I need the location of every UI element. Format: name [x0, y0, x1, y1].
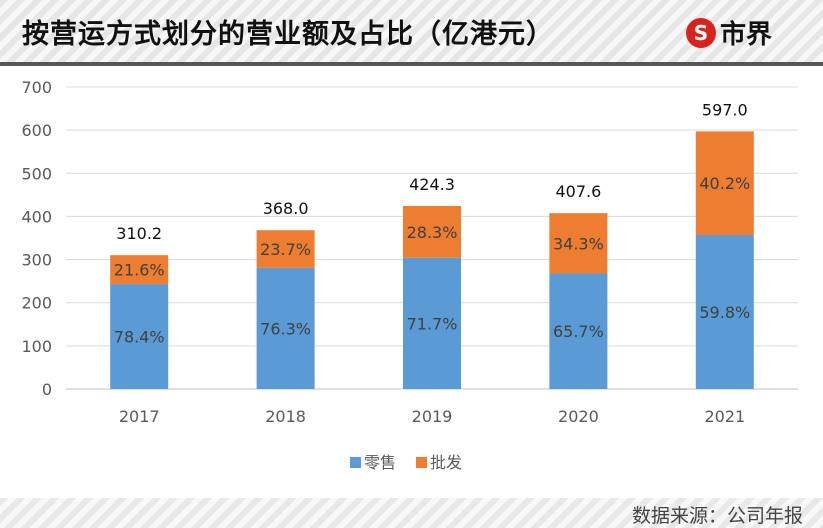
data-label: 76.3% [260, 319, 311, 338]
bar-零售-2020 [549, 273, 608, 389]
y-tick-label: 700 [21, 78, 52, 97]
bar-批发-2019 [403, 205, 461, 258]
logo-icon: S [686, 17, 716, 48]
y-tick-label: 0 [42, 380, 52, 399]
bar-零售-2018 [256, 267, 315, 389]
legend-label: 批发 [430, 453, 462, 472]
data-label: 40.2% [699, 174, 750, 193]
footer: 数据来源：公司年报 [0, 498, 823, 528]
data-label: 65.7% [553, 322, 604, 341]
data-label: 71.7% [407, 314, 458, 333]
x-tick-label: 2018 [265, 407, 306, 426]
data-label: 34.3% [553, 234, 604, 253]
bar-批发-2020 [549, 213, 608, 274]
bar-批发-2017 [110, 255, 169, 285]
legend-swatch [416, 457, 427, 468]
legend-label: 零售 [364, 453, 396, 472]
bar-零售-2017 [110, 284, 169, 389]
y-tick-label: 200 [21, 294, 52, 313]
logo: S 市界 [686, 14, 772, 51]
x-tick-label: 2021 [704, 407, 745, 426]
total-label: 424.3 [409, 175, 455, 194]
page-title: 按营运方式划分的营业额及占比（亿港元） [22, 19, 554, 50]
x-tick-label: 2019 [412, 407, 453, 426]
header-divider [0, 62, 823, 66]
y-tick-label: 400 [21, 207, 52, 226]
y-tick-label: 100 [21, 337, 52, 356]
data-label: 78.4% [114, 328, 165, 347]
bar-零售-2019 [403, 257, 461, 389]
bar-批发-2021 [695, 131, 754, 235]
total-label: 310.2 [116, 224, 162, 243]
y-tick-label: 300 [21, 251, 52, 270]
y-tick-label: 600 [21, 121, 52, 140]
bar-批发-2018 [256, 230, 315, 268]
data-label: 23.7% [260, 240, 311, 259]
data-label: 28.3% [407, 223, 458, 242]
total-label: 407.6 [555, 182, 601, 201]
data-source: 数据来源：公司年报 [631, 505, 803, 527]
y-tick-label: 500 [21, 164, 52, 183]
x-tick-label: 2017 [119, 407, 160, 426]
legend-swatch [350, 457, 361, 468]
total-label: 368.0 [263, 199, 309, 218]
logo-text: 市界 [720, 20, 773, 50]
header: 按营运方式划分的营业额及占比（亿港元） S 市界 [0, 0, 823, 62]
data-label: 21.6% [114, 261, 165, 280]
data-label: 59.8% [699, 303, 750, 322]
x-tick-label: 2020 [558, 407, 599, 426]
total-label: 597.0 [702, 100, 748, 119]
bar-零售-2021 [695, 234, 754, 389]
